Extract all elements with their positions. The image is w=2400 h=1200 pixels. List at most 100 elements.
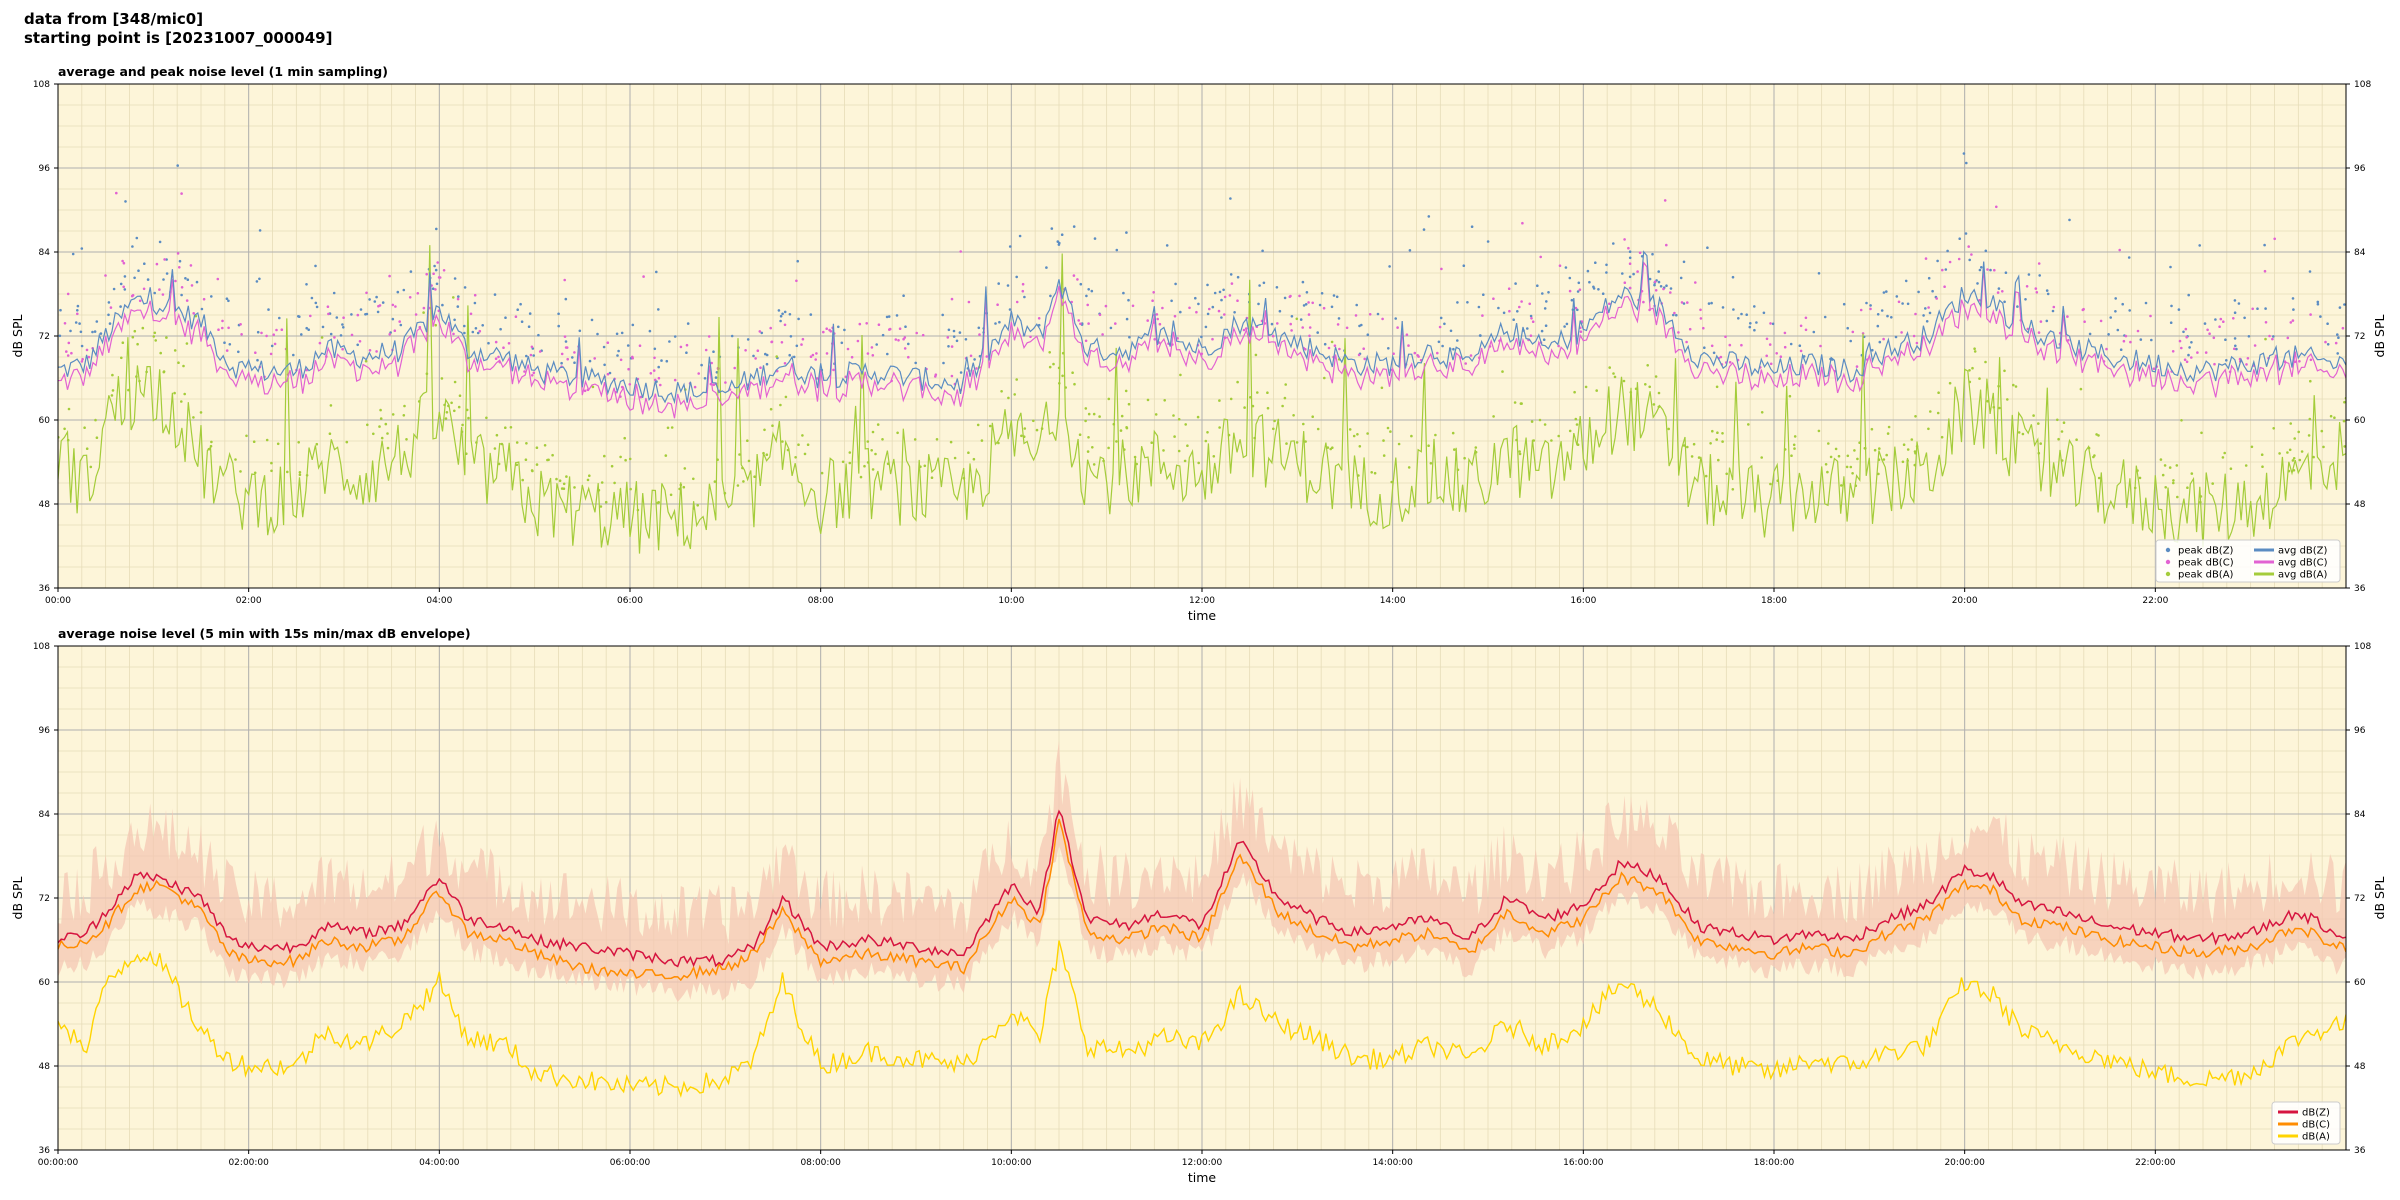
peak-dbz-point — [1542, 338, 1546, 342]
peak-dba-point — [2329, 414, 2333, 418]
peak-dba-point — [515, 441, 519, 444]
peak-dbc-point — [657, 376, 661, 380]
peak-dbz-point — [1387, 347, 1390, 350]
peak-dbc-point — [365, 291, 368, 295]
peak-dba-point — [1429, 462, 1433, 465]
peak-dba-point — [2343, 400, 2346, 404]
peak-dba-point — [379, 408, 382, 412]
peak-dbc-point — [679, 345, 683, 349]
peak-dbc-point — [1673, 311, 1676, 315]
peak-dbz-point — [1233, 311, 1236, 314]
peak-dbc-point — [2298, 360, 2301, 363]
peak-dbz-point — [2119, 348, 2123, 352]
peak-dbz-point — [1437, 340, 1441, 344]
peak-dba-point — [328, 432, 332, 436]
peak-dbz-point — [1669, 287, 1673, 290]
peak-dbz-point — [1798, 344, 1802, 348]
peak-dbz-point — [487, 341, 490, 345]
x-tick-label: 12:00:00 — [1182, 1158, 1223, 1168]
peak-dba-point — [1266, 406, 1270, 410]
peak-dba-point — [742, 480, 745, 483]
peak-dbc-point — [2001, 290, 2004, 293]
peak-dbz-point — [80, 344, 84, 348]
peak-dbc-point — [1101, 333, 1104, 336]
peak-dbc-point — [529, 353, 533, 357]
peak-dbz-point — [1682, 260, 1686, 264]
peak-dba-point — [896, 431, 899, 435]
peak-dbc-point — [514, 315, 518, 319]
x-tick-label: 08:00 — [808, 596, 834, 606]
peak-dbz-point — [765, 362, 769, 366]
peak-dbz-point — [516, 308, 519, 312]
peak-dba-point — [94, 418, 97, 422]
peak-dbc-point — [1151, 299, 1154, 303]
peak-dbc-point — [478, 329, 482, 333]
peak-dbc-point — [1935, 297, 1938, 300]
y-tick-label: 96 — [39, 164, 51, 174]
peak-dba-point — [1127, 402, 1131, 406]
peak-dbz-point — [1931, 289, 1934, 293]
peak-dbz-point — [1936, 259, 1939, 263]
peak-dbz-point — [2107, 333, 2110, 336]
peak-dba-point — [403, 404, 406, 408]
peak-dba-point — [154, 339, 157, 342]
peak-dbc-point — [1152, 291, 1155, 294]
peak-dbz-point — [2150, 338, 2153, 342]
peak-dbz-point — [2088, 332, 2092, 336]
y-axis-label: dB SPL — [10, 877, 25, 920]
peak-dba-point — [1936, 411, 1940, 415]
peak-dbz-point — [79, 330, 83, 334]
peak-dbz-point — [1745, 313, 1748, 317]
peak-dbz-point — [1885, 290, 1888, 293]
peak-dba-point — [111, 373, 114, 377]
peak-dba-point — [2056, 418, 2059, 422]
peak-dbz-point — [1320, 292, 1324, 295]
peak-dbz-point — [2234, 344, 2237, 348]
peak-dbz-point — [1577, 281, 1581, 285]
peak-dba-point — [1568, 429, 1572, 433]
peak-dba-point — [1652, 403, 1656, 406]
peak-dbc-point — [1819, 344, 1822, 348]
peak-dbz-point — [885, 315, 889, 319]
peak-dba-point — [253, 471, 257, 475]
peak-dbz-point — [1261, 249, 1264, 253]
peak-dba-point — [315, 442, 319, 446]
peak-dba-point — [320, 336, 324, 339]
x-tick-label: 14:00 — [1380, 596, 1406, 606]
peak-dba-point — [1084, 419, 1087, 423]
peak-dbc-point — [217, 328, 220, 332]
peak-dbz-point — [2116, 328, 2120, 332]
peak-dbz-point — [615, 332, 619, 336]
peak-dbc-point — [1719, 355, 1723, 359]
peak-dba-point — [535, 446, 539, 450]
legend-label: dB(A) — [2302, 1132, 2330, 1143]
peak-dbc-point — [1098, 313, 1102, 317]
peak-dbc-point — [560, 352, 564, 356]
peak-dba-point — [664, 454, 668, 457]
peak-dbz-point — [1278, 309, 1282, 313]
peak-dbz-point — [2316, 302, 2320, 306]
peak-dbz-point — [1257, 302, 1260, 306]
peak-dbz-point — [381, 301, 385, 304]
peak-dbc-point — [239, 323, 242, 326]
peak-dbz-point — [1989, 268, 1992, 272]
peak-dbc-point — [388, 333, 392, 336]
dba-line — [58, 940, 2346, 1098]
peak-dbz-point — [1529, 314, 1533, 318]
peak-dbc-point — [1557, 344, 1560, 348]
peak-dba-point — [656, 501, 660, 505]
peak-dbc-point — [1993, 268, 1996, 272]
peak-dba-point — [1229, 397, 1233, 401]
x-tick-label: 06:00 — [617, 596, 643, 606]
peak-dbz-point — [1846, 326, 1849, 330]
peak-dbz-point — [789, 335, 793, 338]
peak-dba-point — [1513, 401, 1517, 404]
peak-dbc-point — [2152, 367, 2156, 371]
peak-dbz-point — [256, 358, 259, 362]
peak-dbz-point — [359, 308, 363, 311]
peak-dba-point — [1243, 406, 1246, 409]
peak-dbz-point — [1218, 290, 1222, 294]
peak-dbz-point — [1516, 310, 1519, 313]
peak-dba-point — [2039, 442, 2042, 445]
peak-dba-point — [2161, 473, 2165, 477]
